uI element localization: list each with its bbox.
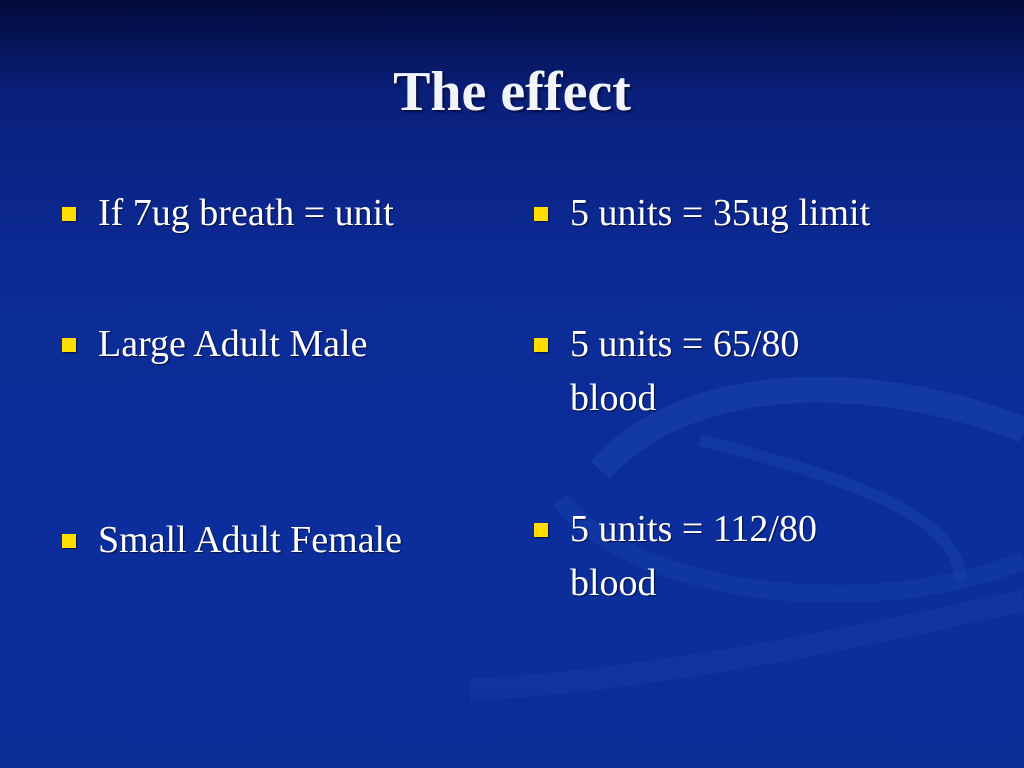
square-bullet-icon	[534, 338, 548, 352]
list-item-35ug-limit: 5 units = 35ug limit	[534, 186, 954, 240]
square-bullet-icon	[62, 338, 76, 352]
square-bullet-icon	[62, 534, 76, 548]
square-bullet-icon	[62, 207, 76, 221]
list-item-text: Small Adult Female	[98, 519, 402, 561]
list-item-text: 5 units = 65/80 blood	[570, 323, 800, 419]
square-bullet-icon	[534, 207, 548, 221]
list-item-breath-unit: If 7ug breath = unit	[62, 186, 482, 240]
list-item-112-80-blood: 5 units = 112/80 blood	[534, 502, 874, 610]
list-item-large-adult-male: Large Adult Male	[62, 317, 482, 371]
list-item-text: If 7ug breath = unit	[98, 192, 394, 234]
list-item-small-adult-female: Small Adult Female	[62, 513, 482, 567]
square-bullet-icon	[534, 523, 548, 537]
slide-title: The effect	[393, 61, 631, 123]
list-item-65-80-blood: 5 units = 65/80 blood	[534, 317, 864, 425]
list-item-text: 5 units = 112/80 blood	[570, 508, 817, 604]
list-item-text: 5 units = 35ug limit	[570, 192, 871, 234]
list-item-text: Large Adult Male	[98, 323, 368, 365]
